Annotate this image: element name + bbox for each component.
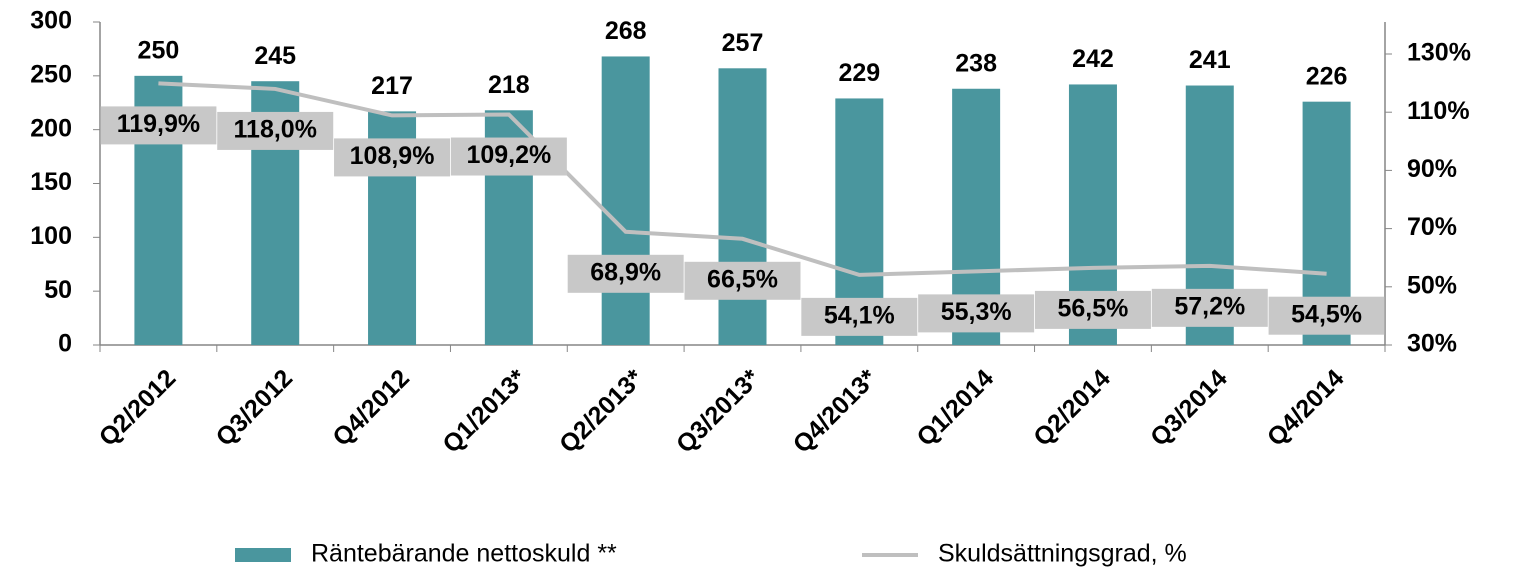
x-tick-label: Q4/2014 — [1262, 364, 1350, 452]
line-value-label: 66,5% — [707, 265, 778, 293]
line-value-label: 109,2% — [466, 141, 551, 169]
bar-value-label: 218 — [488, 71, 530, 99]
bar-value-label: 217 — [371, 72, 413, 100]
line-value-label: 119,9% — [117, 110, 200, 138]
line-label-box — [801, 297, 918, 336]
bar-value-label: 241 — [1189, 46, 1231, 74]
line-label-box — [100, 106, 217, 145]
x-tick-label: Q3/2014 — [1145, 364, 1233, 452]
y-tick-label: 150 — [30, 168, 72, 196]
y2-tick-label: 130% — [1407, 39, 1471, 67]
bar-value-label: 268 — [605, 17, 647, 45]
bar-value-label: 245 — [254, 42, 296, 70]
y2-tick-label: 90% — [1407, 155, 1457, 183]
line-value-label: 55,3% — [941, 298, 1012, 326]
bar-value-label: 238 — [955, 49, 997, 77]
y-tick-label: 200 — [30, 114, 72, 142]
line-value-label: 56,5% — [1058, 294, 1129, 322]
y-tick-label: 300 — [30, 7, 72, 35]
line-label-box — [918, 294, 1035, 333]
y2-tick-label: 30% — [1407, 330, 1457, 358]
line-label-box — [567, 254, 684, 293]
x-tick-label: Q1/2013* — [437, 364, 532, 459]
line-value-label: 108,9% — [350, 142, 435, 170]
line-label-box — [1268, 296, 1385, 335]
x-tick-label: Q3/2012 — [211, 364, 299, 452]
x-tick-label: Q1/2014 — [911, 364, 999, 452]
line-label-box — [684, 261, 801, 300]
bar-value-label: 257 — [722, 29, 764, 57]
y2-tick-label: 70% — [1407, 213, 1457, 241]
line — [158, 81, 1327, 277]
x-tick-label: Q4/2013* — [788, 364, 883, 459]
line-value-label: 118,0% — [234, 116, 317, 144]
y-tick-label: 100 — [30, 222, 72, 250]
x-tick-label: Q3/2013* — [671, 364, 766, 459]
line-label-box — [1151, 288, 1268, 327]
y-tick-label: 0 — [58, 330, 72, 358]
line-value-label: 54,5% — [1291, 300, 1362, 328]
x-tick-label: Q2/2012 — [94, 364, 182, 452]
line-label-box — [217, 111, 334, 150]
line-value-label: 57,2% — [1174, 292, 1245, 320]
bar-value-label: 226 — [1306, 62, 1348, 90]
line-value-label: 68,9% — [590, 258, 661, 286]
legend-swatch — [235, 548, 291, 562]
bar-value-label: 242 — [1072, 45, 1114, 73]
legend-label: Räntebärande nettoskuld ** — [311, 540, 617, 568]
x-tick-label: Q4/2012 — [327, 364, 415, 452]
bar-value-label: 250 — [138, 36, 180, 64]
y-tick-label: 50 — [44, 276, 72, 304]
x-tick-label: Q2/2014 — [1028, 364, 1116, 452]
legend-label: Skuldsättningsgrad, % — [938, 540, 1187, 568]
line-label-box — [334, 138, 451, 177]
x-tick-label: Q2/2013* — [554, 364, 649, 459]
line-value-label: 54,1% — [824, 301, 895, 329]
line-label-box — [1034, 290, 1151, 329]
line-label-box — [450, 137, 567, 176]
y-tick-label: 250 — [30, 60, 72, 88]
bar-value-label: 229 — [838, 59, 880, 87]
y2-tick-label: 110% — [1407, 97, 1470, 125]
y2-tick-label: 50% — [1407, 271, 1457, 299]
bar — [718, 68, 767, 346]
bar — [601, 56, 650, 345]
